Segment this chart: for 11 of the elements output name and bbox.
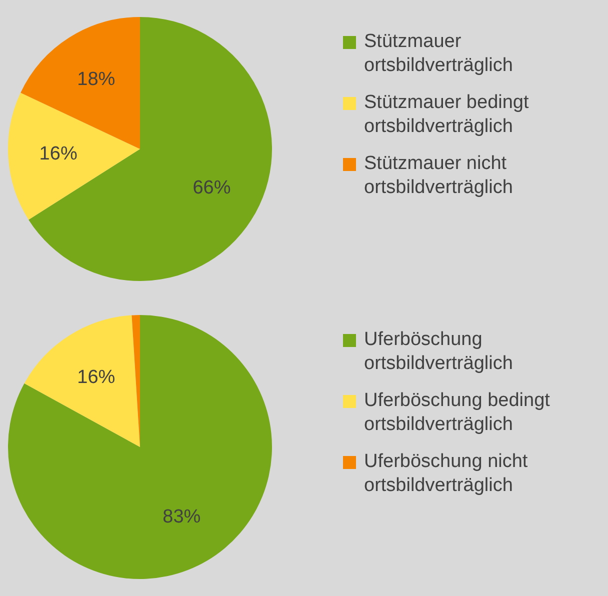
data-label: 16% (77, 367, 116, 388)
legend-label: Uferböschung bedingt ortsbildverträglich (364, 389, 551, 437)
data-label: 18% (77, 69, 116, 90)
legend-label: Uferböschung ortsbildverträglich (364, 328, 514, 376)
legend-label: Stützmauer ortsbildverträglich (364, 30, 514, 78)
data-label: 16% (39, 143, 78, 164)
legend-label: Uferböschung nicht ortsbildverträglich (364, 450, 529, 498)
legend-label: Stützmauer bedingt ortsbildverträglich (364, 91, 530, 139)
legend-label: Stützmauer nicht ortsbildverträglich (364, 152, 514, 200)
data-label: 66% (192, 178, 231, 199)
data-label: 83% (162, 506, 201, 528)
